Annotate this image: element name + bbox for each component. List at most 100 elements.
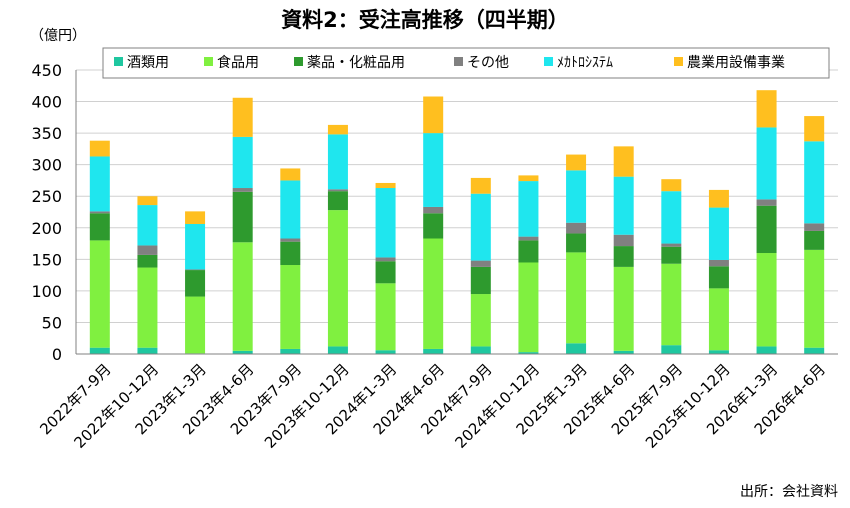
bar-segment [137,254,158,268]
y-tick-label: 50 [42,313,62,332]
bar-segment [804,116,825,142]
bar-segment [375,257,396,262]
bar-segment [423,238,444,349]
bar-segment [613,350,634,354]
bar-segment [280,180,301,239]
bar-segment [661,263,682,346]
bar-segment [137,196,158,206]
bar-segment [566,233,587,253]
bar-segment [708,207,729,260]
bar-segment [518,262,539,353]
legend-label: その他 [467,55,509,71]
bar-segment [280,348,301,354]
bar-segment [756,127,777,200]
bar-segment [470,260,491,267]
bar-segment [661,246,682,264]
bar-segment [804,141,825,224]
unit-label: （億円） [30,28,86,44]
y-tick-label: 100 [31,282,62,301]
bar-segment [185,296,206,354]
y-tick-label: 150 [31,250,62,269]
bar-segment [708,266,729,289]
legend-label: 食品用 [217,54,259,71]
bar-segment [423,206,444,214]
bar-segment [613,266,634,351]
bar-segment [518,181,539,237]
legend-swatch [674,57,683,66]
bar-segment [327,189,348,192]
bar-segment [613,246,634,267]
y-tick-label: 200 [31,219,62,238]
y-tick-label: 250 [31,187,62,206]
bar-segment [661,179,682,192]
bar-segment [185,269,206,271]
bar-segment [327,134,348,190]
legend-swatch [204,57,213,66]
bar-segment [566,154,587,171]
bar-segment [137,245,158,255]
bar-segment [232,188,253,192]
bar-segment [708,350,729,354]
bar-segment [327,191,348,211]
bar-segment [804,230,825,250]
bar-segment [375,182,396,189]
bar-segment [423,213,444,239]
legend-label: 薬品・化粧品用 [307,55,405,71]
bar-segment [470,193,491,261]
bar-segment [375,261,396,284]
bar-segment [89,211,110,214]
chart-title: 資料2：受注高推移（四半期） [281,8,569,32]
x-tick-label: 2024年10-12月 [452,360,544,452]
legend-swatch [294,57,303,66]
bar-segment [185,223,206,270]
bar-segment [756,346,777,354]
bar-segment [185,270,206,297]
bar-segment [470,346,491,354]
bar-segment [518,175,539,182]
bar-segment [232,191,253,243]
legend-label: 農業用設備事業 [687,55,785,71]
x-axis-ticks: 2022年7-9月2022年10-12月2023年1-3月2023年4-6月20… [36,360,829,452]
legend-swatch [114,57,123,66]
source-note: 出所：会社資料 [740,484,838,500]
bar-segment [518,240,539,263]
bar-segment [708,288,729,351]
bar-segment [89,347,110,354]
bar-segment [708,259,729,267]
bar-segment [327,210,348,347]
y-tick-label: 300 [31,156,62,175]
bar-segment [280,265,301,349]
bar-segment [708,189,729,208]
bar-segment [661,243,682,247]
axes [75,70,838,355]
bar-segment [423,133,444,207]
bar-segment [566,170,587,223]
legend-box [102,47,830,79]
bar-segment [137,267,158,348]
legend-swatch [544,57,553,66]
bar-segment [89,156,110,212]
bar-segment [232,242,253,351]
bar-segment [185,211,206,224]
bar-segment [89,240,110,348]
legend-swatch [454,57,463,66]
bar-segment [470,177,491,194]
x-tick-label: 2022年10-12月 [71,360,163,452]
bar-segment [613,234,634,247]
bar-segment [804,347,825,354]
legend: 酒類用 食品用 薬品・化粧品用 その他 ﾒｶﾄﾛｼｽﾃﾑ 農業用設備事業 [102,47,830,79]
bar-segment [327,124,348,135]
bar-segment [804,223,825,231]
bar-segment [613,176,634,235]
bar-segment [232,136,253,189]
bar-segment [375,283,396,351]
bar-segment [89,213,110,241]
y-tick-label: 400 [31,93,62,112]
x-tick-label: 2025年10-12月 [642,360,734,452]
bar-segment [566,252,587,344]
bar-segment [375,188,396,258]
bar-segment [280,168,301,181]
bar-segment [280,238,301,242]
bar-segment [423,96,444,134]
